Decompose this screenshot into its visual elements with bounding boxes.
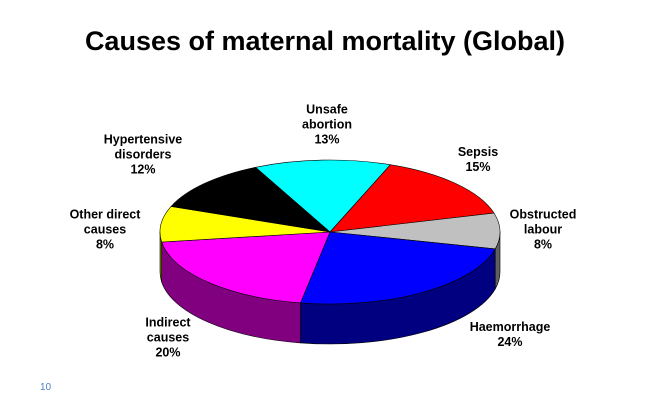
category-label: Haemorrhage xyxy=(469,320,551,334)
value-label: 15% xyxy=(465,160,491,174)
slice-label: Unsafe abortion 13% xyxy=(292,103,362,148)
slice xyxy=(329,164,495,233)
slice xyxy=(300,231,496,305)
chart-title: Causes of maternal mortality (Global) xyxy=(84,26,566,56)
slice-label: Hypertensive disorders 12% xyxy=(93,133,193,178)
value-label: 12% xyxy=(130,162,156,177)
page-number: 10 xyxy=(40,382,52,393)
category-label: Indirect causes xyxy=(145,315,191,345)
category-label: Obstructed labour xyxy=(509,207,577,237)
category-label: Hypertensive disorders xyxy=(103,132,183,162)
value-label: 8% xyxy=(95,237,115,252)
slice-label: Obstructed labour 8% xyxy=(501,208,586,253)
value-label: 24% xyxy=(497,335,523,349)
slice-label: Haemorrhage 24% xyxy=(460,320,560,350)
value-label: 20% xyxy=(155,345,181,360)
value-label: 13% xyxy=(314,132,340,147)
category-label: Other direct causes xyxy=(69,207,141,237)
slice xyxy=(161,231,331,304)
slice-label: Other direct causes 8% xyxy=(58,208,153,253)
slice xyxy=(254,159,391,233)
slice-label: Sepsis 15% xyxy=(443,145,513,175)
category-label: Sepsis xyxy=(457,145,499,159)
slice xyxy=(170,166,331,233)
category-label: Unsafe abortion xyxy=(302,102,352,132)
slice-label: Indirect causes 20% xyxy=(133,316,203,361)
value-label: 8% xyxy=(533,237,553,252)
